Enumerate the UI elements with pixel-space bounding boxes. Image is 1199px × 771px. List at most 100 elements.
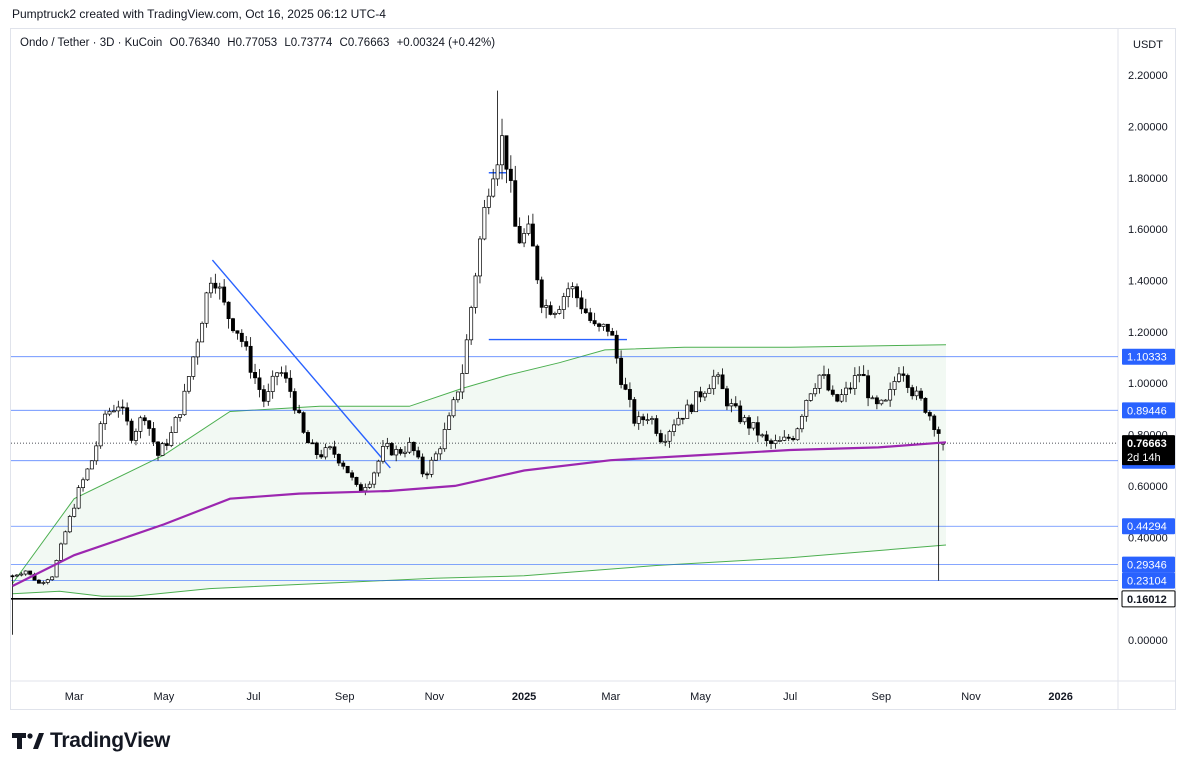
candle[interactable] [89, 460, 94, 470]
candle[interactable] [394, 449, 399, 456]
candle[interactable] [292, 391, 297, 411]
candle[interactable] [632, 399, 637, 424]
candle[interactable] [169, 432, 174, 446]
candle[interactable] [932, 415, 937, 430]
candle[interactable] [455, 391, 460, 401]
candle[interactable] [425, 473, 429, 476]
candle[interactable] [720, 374, 725, 390]
candle[interactable] [67, 516, 72, 533]
candle[interactable] [777, 440, 782, 442]
candle[interactable] [888, 389, 893, 401]
candle[interactable] [724, 388, 729, 407]
candle[interactable] [517, 225, 522, 244]
candle[interactable] [156, 441, 160, 456]
candle[interactable] [910, 387, 915, 397]
candle[interactable] [358, 484, 363, 492]
candle[interactable] [813, 388, 818, 395]
candle[interactable] [407, 441, 412, 453]
candle[interactable] [59, 543, 63, 561]
candle[interactable] [239, 332, 244, 342]
candle[interactable] [482, 207, 487, 240]
candle[interactable] [438, 448, 443, 455]
candle[interactable] [539, 279, 544, 308]
candle[interactable] [222, 286, 227, 303]
candle[interactable] [575, 286, 579, 299]
candle[interactable] [226, 301, 231, 320]
candle[interactable] [478, 238, 482, 277]
candle[interactable] [769, 440, 774, 444]
candle[interactable] [826, 374, 831, 391]
candle[interactable] [500, 135, 504, 166]
candle[interactable] [200, 322, 205, 343]
candle[interactable] [288, 377, 293, 392]
candle[interactable] [508, 168, 513, 181]
candle[interactable] [522, 233, 527, 244]
candle[interactable] [14, 574, 19, 577]
candle[interactable] [914, 390, 919, 397]
candle[interactable] [41, 582, 46, 584]
candle[interactable] [195, 341, 200, 358]
candle[interactable] [760, 434, 765, 437]
candle[interactable] [892, 381, 897, 390]
candle[interactable] [403, 451, 407, 454]
candle[interactable] [270, 375, 275, 392]
candle[interactable] [844, 387, 848, 395]
candle[interactable] [685, 404, 690, 419]
candle[interactable] [627, 389, 632, 400]
candle[interactable] [716, 374, 721, 377]
candle[interactable] [923, 397, 928, 413]
candle[interactable] [442, 429, 447, 450]
candle[interactable] [764, 434, 769, 442]
candle[interactable] [261, 389, 266, 402]
candle[interactable] [76, 487, 81, 509]
candle[interactable] [835, 394, 840, 402]
candle[interactable] [619, 357, 624, 385]
candle[interactable] [808, 393, 813, 401]
candle[interactable] [464, 339, 469, 374]
candle[interactable] [323, 447, 328, 458]
candle[interactable] [702, 392, 707, 398]
candle[interactable] [742, 417, 747, 423]
candle[interactable] [610, 331, 615, 336]
candle[interactable] [63, 531, 68, 545]
candle[interactable] [623, 384, 628, 390]
candle[interactable] [672, 424, 676, 432]
candle[interactable] [535, 245, 540, 281]
candle[interactable] [45, 579, 50, 583]
candle[interactable] [597, 323, 601, 327]
axis-unit[interactable]: USDT [1133, 39, 1163, 51]
tradingview-logo[interactable]: TradingView [12, 729, 170, 753]
candle[interactable] [416, 450, 421, 458]
candle[interactable] [473, 275, 478, 308]
candle[interactable] [901, 373, 906, 376]
candle[interactable] [306, 432, 310, 444]
candle[interactable] [111, 410, 116, 413]
candle[interactable] [729, 403, 734, 407]
candle[interactable] [380, 446, 385, 462]
candle[interactable] [707, 388, 712, 394]
candle[interactable] [601, 323, 606, 327]
candle[interactable] [676, 417, 681, 426]
candle[interactable] [698, 391, 703, 398]
candle[interactable] [663, 440, 668, 443]
candle[interactable] [142, 417, 147, 422]
candle[interactable] [905, 375, 910, 388]
candle[interactable] [870, 397, 875, 400]
candle[interactable] [345, 465, 350, 474]
candle[interactable] [738, 405, 743, 423]
candle[interactable] [561, 296, 566, 310]
candle[interactable] [447, 415, 452, 430]
symbol-label[interactable]: Ondo / Tether · 3D · KuCoin [20, 37, 163, 49]
candle[interactable] [398, 449, 403, 454]
candle[interactable] [297, 409, 302, 414]
candle[interactable] [641, 416, 646, 421]
candle[interactable] [19, 573, 24, 576]
candle[interactable] [773, 440, 778, 444]
candle[interactable] [341, 462, 346, 467]
candle[interactable] [694, 391, 699, 413]
candle[interactable] [429, 459, 434, 475]
candle[interactable] [817, 374, 822, 389]
candle[interactable] [654, 418, 659, 434]
candle[interactable] [275, 372, 280, 377]
